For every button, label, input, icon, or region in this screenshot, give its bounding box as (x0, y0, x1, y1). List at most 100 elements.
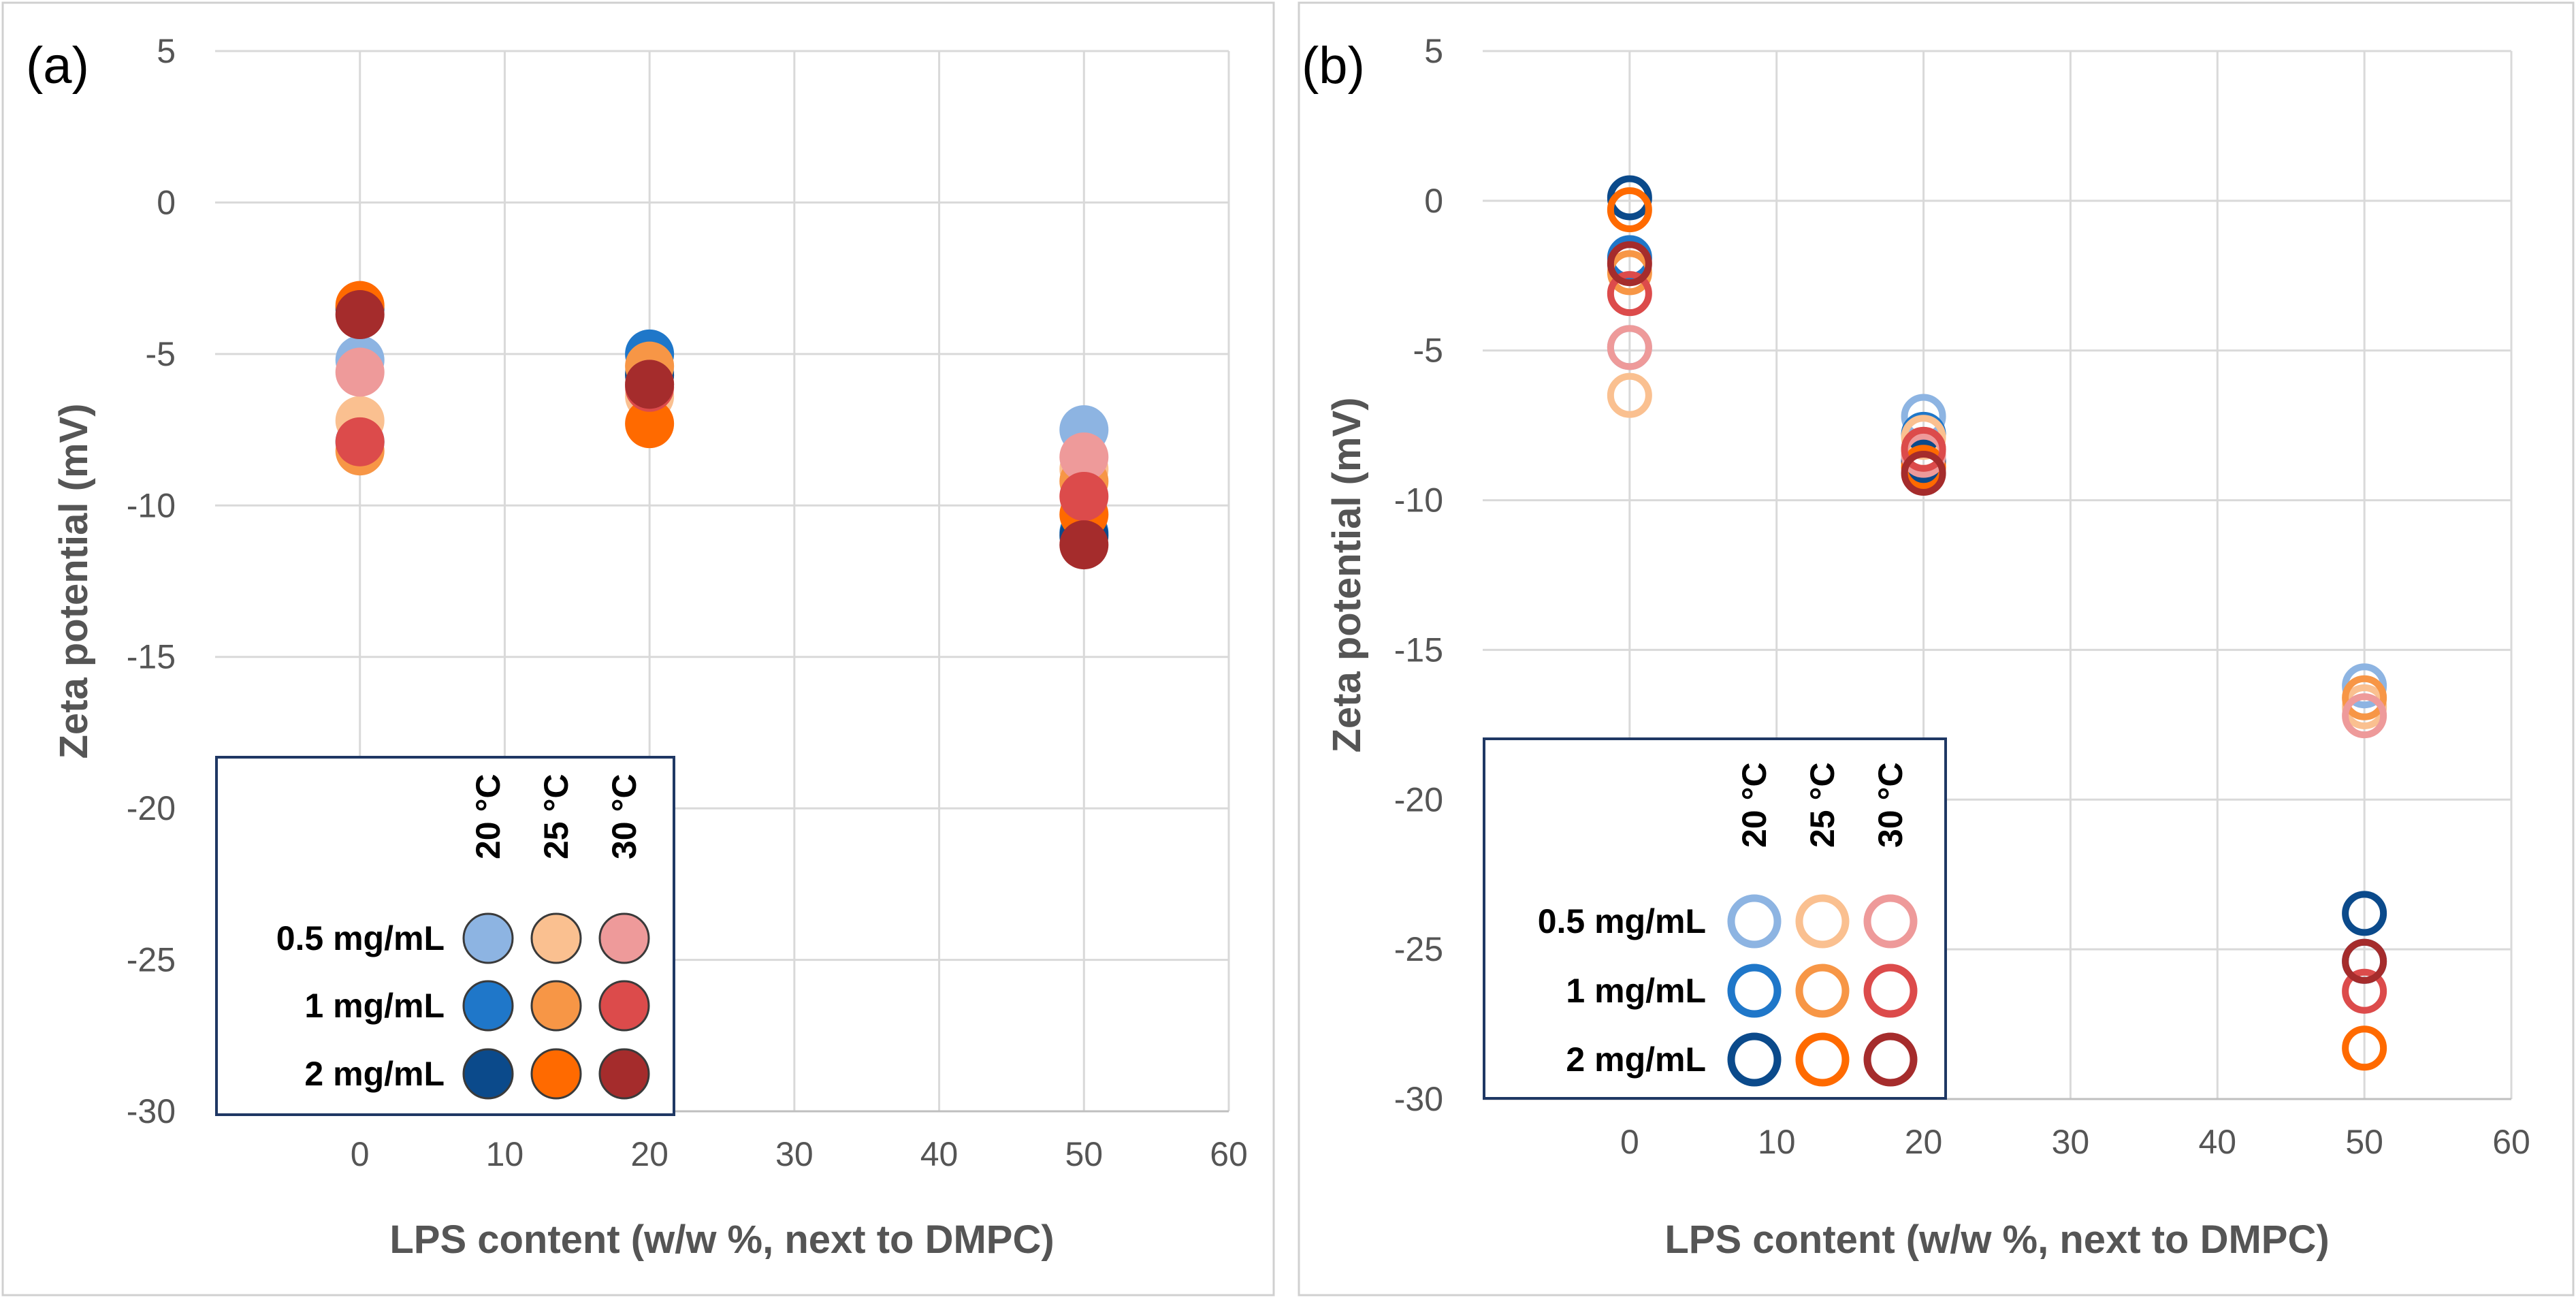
legend-swatch (598, 980, 650, 1032)
y-axis-label: Zeta potential (mV) (1325, 397, 1369, 752)
y-tick-label: -15 (127, 638, 176, 676)
legend-swatch (462, 980, 514, 1032)
legend-row-label: 1 mg/mL (1566, 972, 1706, 1010)
legend-row-label: 2 mg/mL (304, 1055, 445, 1093)
y-tick-label: -5 (146, 335, 176, 373)
legend-swatch (1863, 1032, 1918, 1087)
x-tick-label: 50 (2345, 1123, 2383, 1161)
panel-frame (1298, 1, 2575, 1297)
legend-box (215, 756, 675, 1116)
legend-row-label: 0.5 mg/mL (1538, 902, 1706, 940)
y-tick-label: -10 (127, 486, 176, 524)
legend-column-header: 30 °C (1871, 762, 1910, 848)
data-point (625, 399, 675, 449)
legend-swatch (530, 1048, 582, 1100)
x-tick-label: 50 (1065, 1135, 1103, 1173)
legend-swatch (1795, 964, 1850, 1018)
x-tick-label: 20 (1905, 1123, 1943, 1161)
legend-column-header: 30 °C (605, 774, 643, 859)
y-tick-label: -15 (1394, 631, 1443, 669)
legend-swatch (530, 980, 582, 1032)
x-tick-label: 30 (775, 1135, 814, 1173)
y-axis-label: Zeta potential (mV) (52, 403, 96, 759)
data-point (1607, 241, 1652, 287)
legend-swatch (598, 1048, 650, 1100)
data-point (1059, 520, 1109, 570)
legend-swatch (1863, 964, 1918, 1018)
legend-swatch (598, 912, 650, 964)
x-tick-label: 30 (2052, 1123, 2090, 1161)
legend-column-header: 25 °C (1803, 762, 1841, 848)
legend-swatch (1795, 1032, 1850, 1087)
data-point (625, 360, 675, 409)
data-point (2342, 1025, 2387, 1071)
x-tick-label: 0 (1620, 1123, 1639, 1161)
x-tick-label: 40 (2198, 1123, 2236, 1161)
data-point (1059, 471, 1109, 521)
panel-label: (a) (26, 37, 89, 95)
data-point (335, 290, 385, 340)
legend-row-label: 0.5 mg/mL (276, 919, 445, 957)
legend-column-header: 20 °C (469, 774, 507, 859)
legend-swatch (1727, 1032, 1782, 1087)
legend-column-header: 20 °C (1735, 762, 1773, 848)
data-point (2342, 663, 2387, 709)
data-points (1607, 175, 2387, 1071)
y-tick-label: 0 (1424, 182, 1443, 220)
legend-column-header: 25 °C (537, 774, 575, 859)
data-point (335, 347, 385, 397)
data-point (2342, 693, 2387, 739)
data-point (2342, 938, 2387, 984)
legend-swatch (1727, 894, 1782, 949)
y-tick-label: -20 (127, 789, 176, 827)
legend-swatch (462, 1048, 514, 1100)
y-tick-label: -30 (1394, 1080, 1443, 1118)
data-point (1607, 187, 1652, 233)
data-point (1901, 450, 1946, 496)
data-point (2342, 675, 2387, 720)
x-axis-label: LPS content (w/w %, next to DMPC) (389, 1218, 1054, 1262)
y-tick-label: 5 (157, 32, 176, 70)
data-point (1607, 325, 1652, 370)
y-tick-label: 0 (157, 183, 176, 221)
legend: 20 °C 25 °C 30 °C 0.5 mg/mL 1 mg/mL 2 mg/mL (1483, 737, 1947, 1100)
x-tick-label: 60 (1210, 1135, 1248, 1173)
x-tick-label: 20 (630, 1135, 669, 1173)
legend-row-label: 1 mg/mL (304, 987, 445, 1025)
data-point (1607, 271, 1652, 317)
y-tick-label: -25 (127, 941, 176, 979)
x-tick-label: 10 (1758, 1123, 1796, 1161)
data-point (2342, 891, 2387, 936)
data-point (1901, 426, 1946, 472)
y-tick-label: -25 (1394, 930, 1443, 968)
data-point (335, 417, 385, 466)
y-tick-label: -5 (1413, 332, 1443, 370)
data-points (335, 281, 1109, 570)
legend-swatch (1727, 964, 1782, 1018)
data-point (1607, 175, 1652, 221)
y-tick-label: -10 (1394, 481, 1443, 520)
x-tick-label: 60 (2492, 1123, 2530, 1161)
legend-row-label: 2 mg/mL (1566, 1040, 1706, 1079)
x-tick-label: 40 (920, 1135, 959, 1173)
legend-swatch (1863, 894, 1918, 949)
legend: 20 °C 25 °C 30 °C 0.5 mg/mL 1 mg/mL 2 mg/mL (215, 756, 675, 1116)
x-tick-label: 10 (486, 1135, 524, 1173)
panel-label: (b) (1302, 37, 1365, 95)
data-point (2342, 968, 2387, 1014)
y-tick-label: -20 (1394, 780, 1443, 818)
legend-swatch (530, 912, 582, 964)
y-tick-label: -30 (127, 1092, 176, 1130)
data-point (1607, 372, 1652, 418)
legend-swatch (1795, 894, 1850, 949)
x-axis-label: LPS content (w/w %, next to DMPC) (1664, 1218, 2329, 1262)
panel-frame (1, 1, 1275, 1297)
data-point (1059, 432, 1109, 482)
x-tick-label: 0 (351, 1135, 370, 1173)
y-tick-label: 5 (1424, 32, 1443, 70)
legend-swatch (462, 912, 514, 964)
